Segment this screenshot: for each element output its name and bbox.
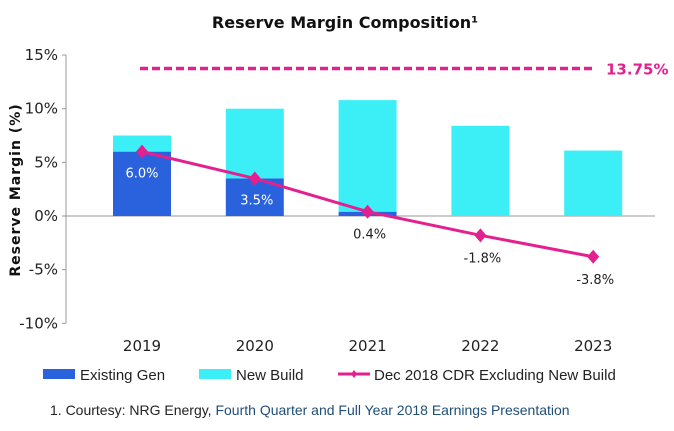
y-tick-label: -10%: [19, 314, 58, 332]
cdr-marker: [361, 204, 374, 219]
bar-new-build: [225, 108, 284, 179]
y-tick-label: 15%: [25, 46, 58, 64]
cdr-marker: [587, 249, 600, 264]
cdr-marker: [248, 171, 261, 186]
cdr-marker: [474, 228, 487, 243]
x-tick-label: 2022: [461, 337, 499, 355]
legend-label-new-build: New Build: [236, 367, 304, 384]
legend-swatch-cdr-marker: [351, 370, 357, 378]
y-tick-label: -5%: [29, 261, 58, 279]
bar-existing-gen: [113, 151, 171, 216]
footnote-prefix: 1. Courtesy: NRG Energy,: [50, 402, 216, 418]
bar-new-build: [113, 135, 171, 152]
bar-new-build: [451, 125, 510, 216]
footnote-source-link[interactable]: Fourth Quarter and Full Year 2018 Earnin…: [215, 402, 570, 418]
data-label: 3.5%: [240, 193, 273, 208]
chart-title: Reserve Margin Composition¹: [212, 13, 478, 32]
x-tick-label: 2019: [123, 337, 161, 355]
y-tick-label: 10%: [25, 100, 58, 118]
bar-new-build: [564, 150, 623, 216]
y-tick-label: 5%: [34, 153, 58, 171]
y-tick-label: 0%: [34, 207, 58, 225]
footnote: 1. Courtesy: NRG Energy, Fourth Quarter …: [50, 402, 570, 418]
bar-new-build: [338, 100, 397, 212]
y-axis-label: Reserve Margin (%): [8, 103, 24, 276]
cdr-marker: [136, 144, 148, 159]
data-label: 0.4%: [353, 228, 386, 243]
data-label: 6.0%: [125, 167, 158, 182]
legend-swatch-new-build: [199, 369, 231, 379]
legend-swatch-existing-gen: [43, 369, 75, 379]
reference-line-label: 13.75%: [606, 60, 668, 78]
x-tick-label: 2023: [574, 337, 612, 355]
data-label: -3.8%: [576, 273, 614, 288]
x-tick-label: 2020: [236, 337, 274, 355]
x-tick-label: 2021: [349, 337, 387, 355]
legend-label-existing-gen: Existing Gen: [80, 367, 165, 384]
data-label: -1.8%: [464, 251, 502, 266]
legend-label-cdr: Dec 2018 CDR Excluding New Build: [374, 367, 616, 384]
